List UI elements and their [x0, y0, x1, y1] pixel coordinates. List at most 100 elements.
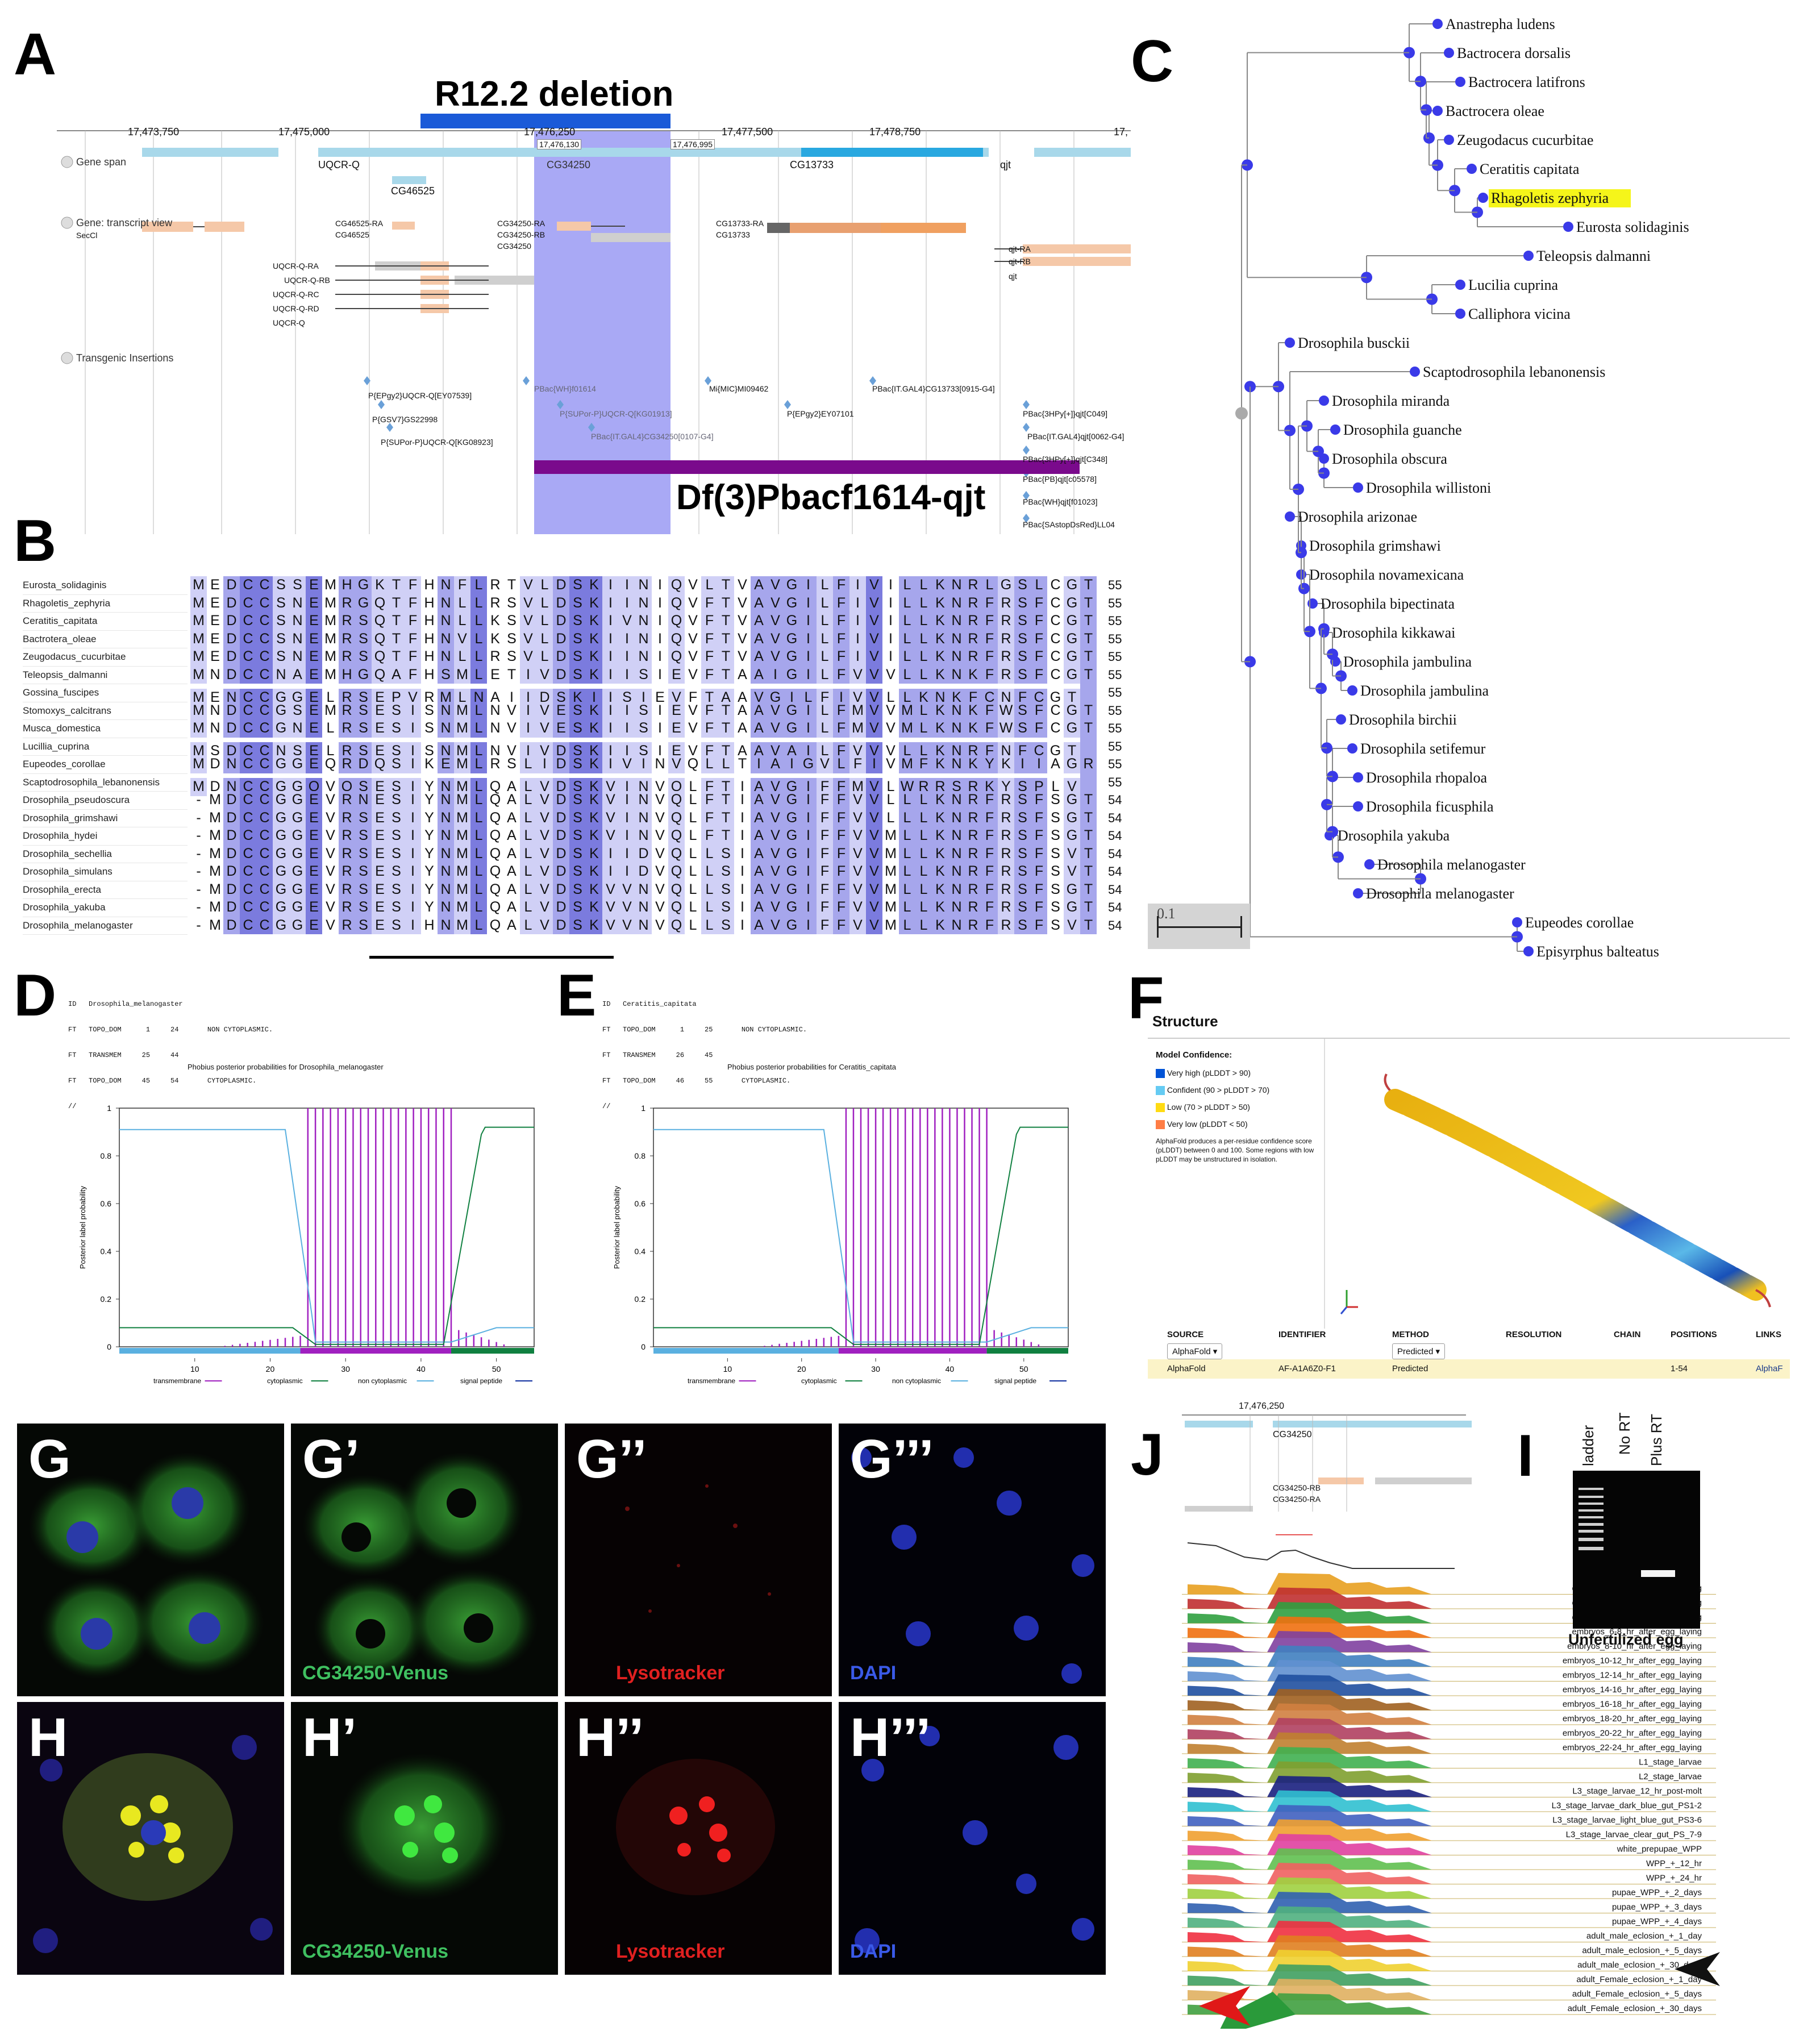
stage-label: embryos_18-20_hr_after_egg_laying: [1563, 1714, 1702, 1724]
residue: V: [520, 630, 536, 648]
ins-8: P{EPgy2}EY07101: [787, 409, 854, 418]
expression-track: [1188, 1848, 1432, 1870]
caption-h-dapi: DAPI: [850, 1941, 897, 1962]
residue: N: [438, 844, 454, 863]
residue: T: [388, 648, 405, 666]
panel-g-merge: G: [17, 1424, 284, 1696]
residue: I: [800, 827, 817, 845]
residue: D: [223, 898, 240, 917]
residue: K: [932, 755, 948, 773]
tx-qjt-ra: qjt-RA: [1009, 244, 1031, 253]
residue: F: [454, 576, 470, 594]
residue: G: [784, 844, 800, 863]
residue: K: [586, 863, 602, 881]
residue: R: [998, 880, 1014, 898]
residue: A: [738, 666, 747, 682]
row-links[interactable]: AlphaF: [1756, 1364, 1783, 1374]
residue: C: [240, 863, 256, 881]
residue: F: [1031, 863, 1047, 881]
residue: G: [355, 665, 372, 684]
residue: S: [424, 743, 434, 759]
residue: V: [849, 844, 866, 863]
residue: D: [553, 665, 569, 684]
residue: C: [240, 719, 256, 738]
residue: S: [507, 630, 517, 647]
residue: S: [355, 827, 372, 845]
residue: I: [740, 845, 744, 861]
residue: T: [388, 594, 405, 612]
structure-row[interactable]: AlphaFold AF-A1A6Z0-F1 Predicted 1-54 Al…: [1148, 1359, 1790, 1379]
residue: A: [751, 719, 767, 738]
panel-label-c: C: [1131, 28, 1174, 94]
legend-label: non cytoplasmic: [358, 1377, 407, 1385]
residue: I: [849, 648, 866, 666]
expression-track: [1188, 1805, 1432, 1826]
residue: L: [833, 755, 849, 773]
residue: E: [306, 827, 322, 845]
residue: E: [306, 576, 322, 594]
tree-tip-node: [1410, 367, 1420, 377]
residue: V: [866, 844, 882, 863]
residue: C: [256, 844, 273, 863]
expression-track: [1188, 1631, 1432, 1653]
residue: F: [981, 827, 998, 845]
caption-h-lyso: Lysotracker: [616, 1941, 725, 1962]
residue: Y: [424, 881, 434, 897]
residue: V: [326, 863, 335, 879]
tx-uqcr-q-ra: UQCR-Q-RA: [273, 261, 319, 270]
tree-taxon-label: Drosophila busckii: [1298, 335, 1410, 351]
residue: I: [658, 666, 662, 682]
ins-7: Mi{MIC}MI09462: [709, 384, 769, 393]
residue: N: [490, 702, 501, 718]
residue: N: [438, 916, 454, 934]
residue: M: [454, 898, 470, 917]
residue: N: [438, 809, 454, 827]
legend-label: transmembrane: [153, 1377, 201, 1385]
residue: F: [981, 719, 998, 738]
residue: V: [619, 612, 635, 630]
chevron-down-icon: ▾: [1435, 1347, 1440, 1356]
conf-label-2: Confident (90 > pLDDT > 70): [1167, 1085, 1270, 1094]
tree-tip-node: [1478, 193, 1488, 203]
residue: T: [388, 576, 405, 594]
residue: G: [1049, 743, 1061, 759]
alignment-length: 55: [1108, 596, 1122, 610]
residue: L: [886, 779, 895, 794]
stage-label: pupae_WPP_+_2_days: [1612, 1888, 1702, 1897]
residue: S: [355, 844, 372, 863]
label-h1: H’: [302, 1707, 357, 1768]
residue: A: [751, 594, 767, 612]
residue: C: [1050, 577, 1061, 593]
residue: F: [817, 863, 833, 881]
residue: V: [655, 881, 665, 897]
residue: W: [998, 701, 1014, 719]
residue: Q: [668, 630, 685, 648]
residue: E: [306, 648, 322, 666]
phobius-e-h3: FT TRANSMEM 26 45: [602, 1051, 713, 1059]
residue: S: [438, 665, 454, 684]
alignment-length: 55: [1108, 650, 1122, 664]
residue: T: [1080, 648, 1097, 666]
residue: K: [965, 755, 981, 773]
residue: V: [849, 791, 866, 809]
residue: L: [470, 612, 487, 630]
residue: V: [767, 844, 784, 863]
residue: R: [965, 863, 981, 881]
residue: L: [689, 792, 697, 808]
residue: L: [454, 594, 470, 612]
residue: G: [289, 880, 306, 898]
y-tick-label: 0.8: [635, 1151, 646, 1160]
residue: I: [619, 791, 635, 809]
phobius-e-chart: 0 0.2 0.4 0.6 0.8 1 10 20 30 40 50 Posterior label …: [613, 1104, 1069, 1385]
residue: D: [553, 863, 569, 881]
source-select[interactable]: AlphaFold ▾: [1167, 1343, 1223, 1359]
method-select[interactable]: Predicted ▾: [1392, 1343, 1446, 1359]
stage-label: WPP_+_24_hr: [1646, 1874, 1702, 1883]
cytoplasmic-line: [653, 1126, 1068, 1345]
df-deletion-bar: [534, 460, 1080, 474]
residue: N: [948, 719, 965, 738]
caption-g-lyso: Lysotracker: [616, 1662, 725, 1684]
residue: G: [800, 755, 817, 773]
alignment-species-name: Drosophila_melanogaster: [23, 917, 188, 935]
y-tick-label: 0: [641, 1342, 645, 1351]
